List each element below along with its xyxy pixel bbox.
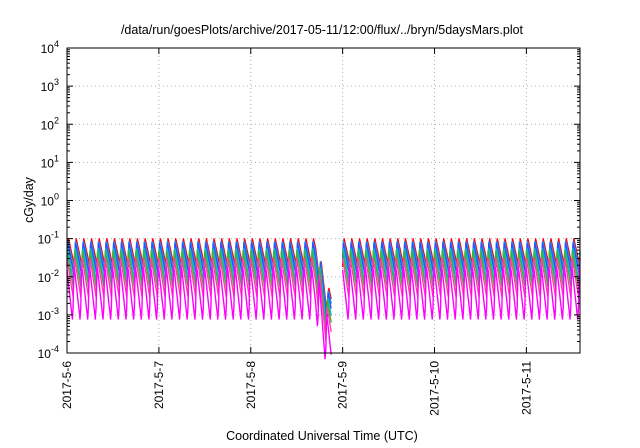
y-tick-label: 10-1: [38, 230, 59, 247]
series-layer: [66, 238, 581, 360]
x-tick-label: 2017-5-10: [428, 361, 442, 416]
x-tick-label: 2017-5-7: [152, 361, 166, 409]
x-tick-label: 2017-5-6: [60, 361, 74, 409]
x-axis-label: Coordinated Universal Time (UTC): [226, 429, 418, 443]
y-tick-label: 103: [41, 77, 59, 94]
series-line: [341, 240, 581, 270]
series-line: [66, 242, 332, 322]
y-axis-label: cGy/day: [22, 176, 36, 223]
y-tick-label: 100: [41, 192, 59, 209]
y-tick-label: 101: [41, 153, 59, 170]
y-axis: 10-4 10-3 10-2 10-1 100 101 102 103 104: [38, 39, 580, 361]
chart-title: /data/run/goesPlots/archive/2017-05-11/1…: [121, 23, 524, 37]
y-tick-label: 104: [41, 39, 59, 56]
y-tick-label: 10-3: [38, 306, 59, 323]
y-tick-label: 102: [41, 115, 59, 132]
y-tick-label: 10-2: [38, 268, 59, 285]
series-line: [66, 249, 332, 331]
x-tick-label: 2017-5-8: [244, 361, 258, 409]
series-line: [66, 267, 332, 360]
x-axis: 2017-5-6 2017-5-7 2017-5-8 2017-5-9 2017-5-1…: [60, 48, 533, 416]
y-tick-label: 10-4: [38, 344, 59, 361]
series-line: [66, 238, 332, 318]
x-tick-label: 2017-5-9: [336, 361, 350, 409]
series-line: [66, 240, 332, 316]
series-line: [66, 248, 332, 325]
series-line: [341, 267, 581, 320]
x-tick-label: 2017-5-11: [519, 361, 533, 415]
